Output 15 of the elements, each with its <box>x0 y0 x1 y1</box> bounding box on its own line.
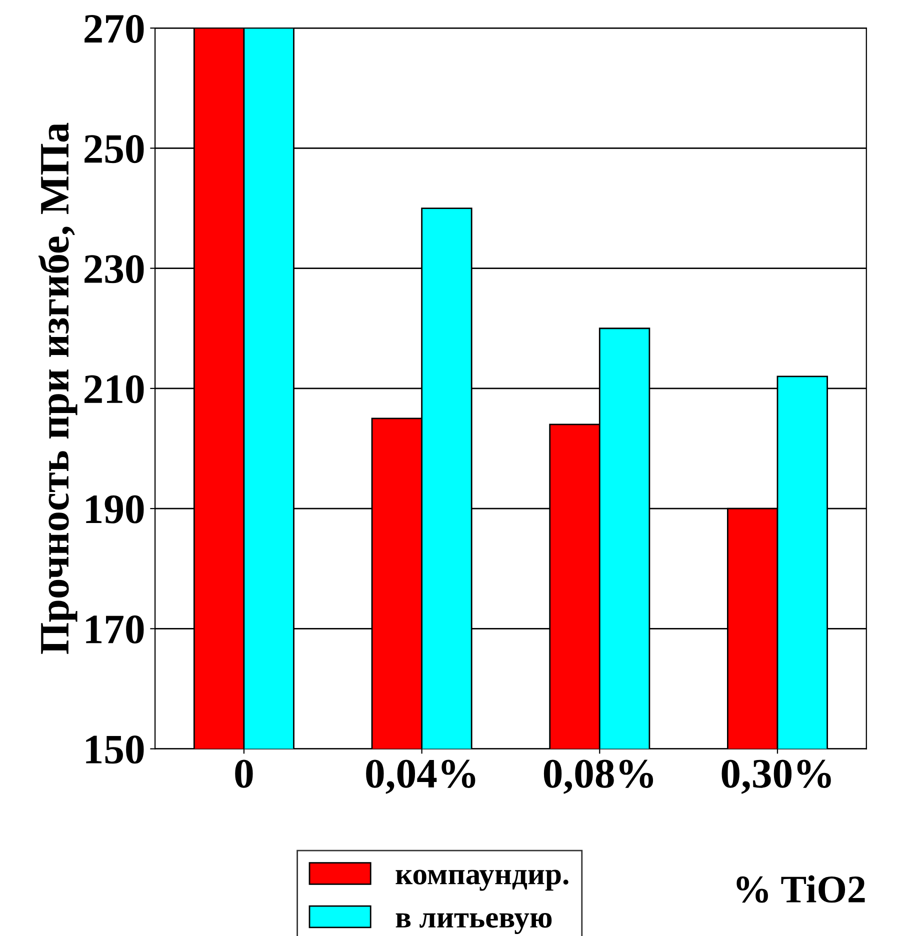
y-axis-title: Прочность при изгибе, МПа <box>38 122 78 654</box>
y-tick-label: 150 <box>86 736 144 764</box>
y-tick-label: 230 <box>84 255 144 284</box>
legend-label: в литьевую <box>396 913 552 934</box>
y-tick-label: 170 <box>86 615 144 644</box>
x-tick-label: 0 <box>235 760 253 788</box>
y-tick-label: 210 <box>84 375 144 404</box>
x-tick-label: 0,30% <box>722 760 831 794</box>
legend-label: компаундир. <box>396 870 568 891</box>
y-tick-label: 190 <box>86 495 144 524</box>
x-tick-label: 0,04% <box>366 760 476 794</box>
x-axis-title: % TiO2 <box>736 875 865 903</box>
y-tick-label: 270 <box>84 14 144 43</box>
y-tick-label: 250 <box>84 134 144 164</box>
x-tick-label: 0,08% <box>544 760 654 794</box>
